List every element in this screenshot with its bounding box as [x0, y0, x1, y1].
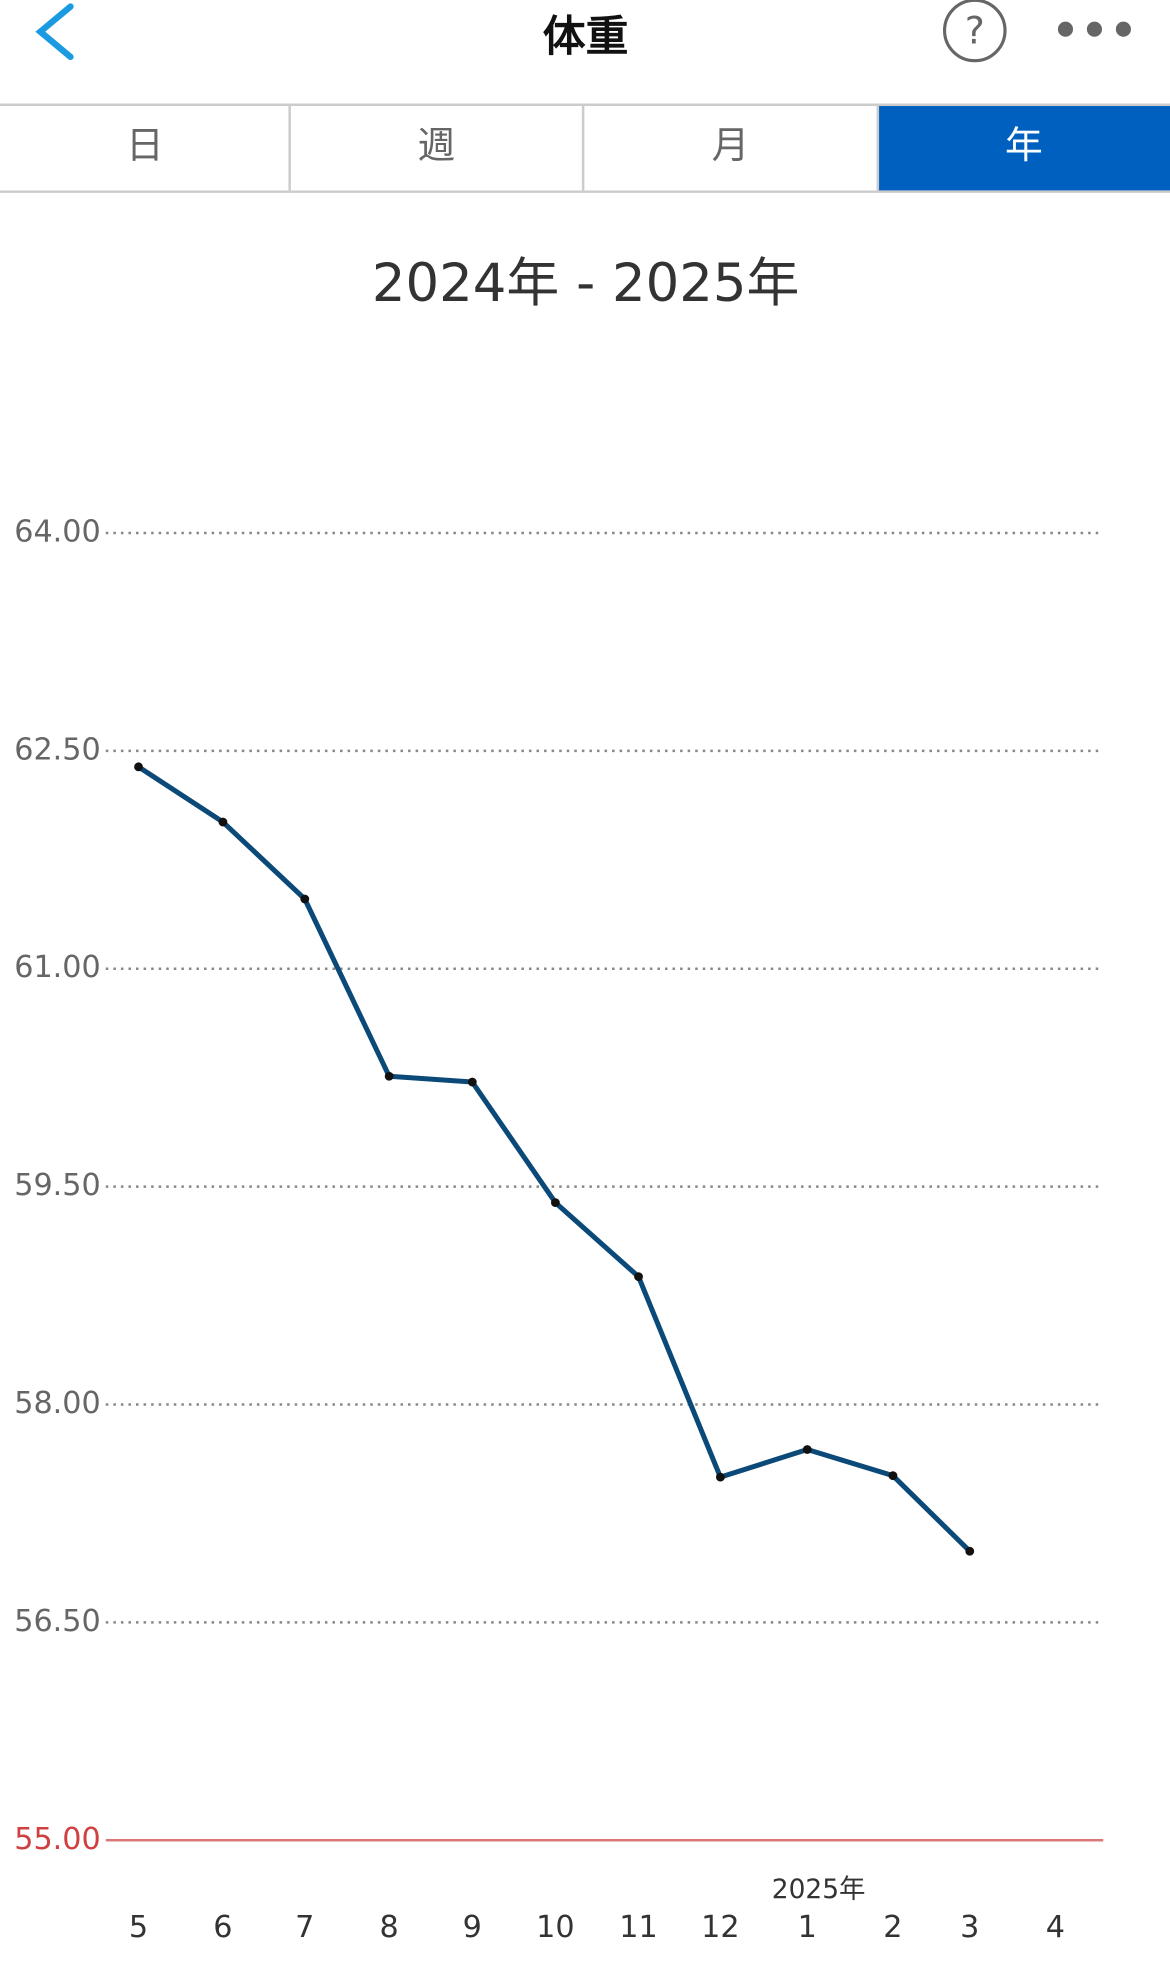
chart-title: 2024年 - 2025年	[372, 253, 800, 314]
help-circle	[942, 0, 1007, 63]
tab[interactable]	[583, 106, 878, 191]
x-tick-label: 3	[960, 1910, 979, 1945]
data-point	[550, 1198, 560, 1208]
data-point	[715, 1472, 725, 1482]
x-tick-label: 1	[798, 1910, 817, 1945]
x-tick-label: 6	[213, 1910, 232, 1945]
dot	[1115, 21, 1131, 37]
more-button[interactable]	[1057, 21, 1131, 37]
x-tick-label: 10	[536, 1910, 574, 1945]
dot	[1086, 21, 1102, 37]
help-button[interactable]: ?	[942, 0, 1007, 63]
x-tick-label: 8	[380, 1910, 399, 1945]
tab-label: 週	[417, 123, 455, 167]
tab-label: 年	[1005, 123, 1043, 167]
data-point	[965, 1546, 975, 1556]
data-point	[134, 762, 143, 772]
data-point	[218, 817, 228, 827]
line-series	[137, 764, 972, 1554]
data-point	[888, 1471, 898, 1481]
tab[interactable]	[0, 106, 290, 191]
tab[interactable]	[289, 106, 584, 191]
tab-label: 日	[126, 123, 164, 167]
data-point	[300, 894, 310, 904]
y-tick-label: 61.00	[14, 950, 101, 985]
y-tick-label: 62.50	[14, 732, 101, 767]
tab[interactable]	[877, 106, 1170, 191]
help-icon: ?	[965, 8, 985, 52]
back-button[interactable]	[35, 3, 74, 61]
x-tick-label: 5	[129, 1910, 148, 1945]
y-tick-label: 58.00	[14, 1386, 101, 1421]
x-tick-label: 7	[295, 1910, 314, 1945]
y-tick-label: 59.50	[14, 1168, 101, 1203]
x-tick-label: 4	[1046, 1910, 1065, 1945]
dot	[1057, 21, 1074, 37]
y-tick-label: 55.00	[14, 1822, 101, 1857]
y-tick-label: 56.50	[14, 1604, 101, 1639]
data-point	[467, 1077, 477, 1087]
tab-label: 月	[712, 123, 750, 167]
annotation: 2025年	[772, 1874, 866, 1905]
x-tick-label: 9	[463, 1910, 482, 1945]
data-point	[634, 1272, 643, 1282]
y-tick-label: 64.00	[14, 514, 101, 549]
page-title: 体重	[543, 12, 629, 62]
x-tick-label: 12	[701, 1910, 739, 1945]
data-point	[802, 1445, 812, 1454]
x-tick-label: 2	[883, 1910, 902, 1945]
data-point	[384, 1071, 394, 1081]
x-tick-label: 11	[619, 1910, 657, 1945]
